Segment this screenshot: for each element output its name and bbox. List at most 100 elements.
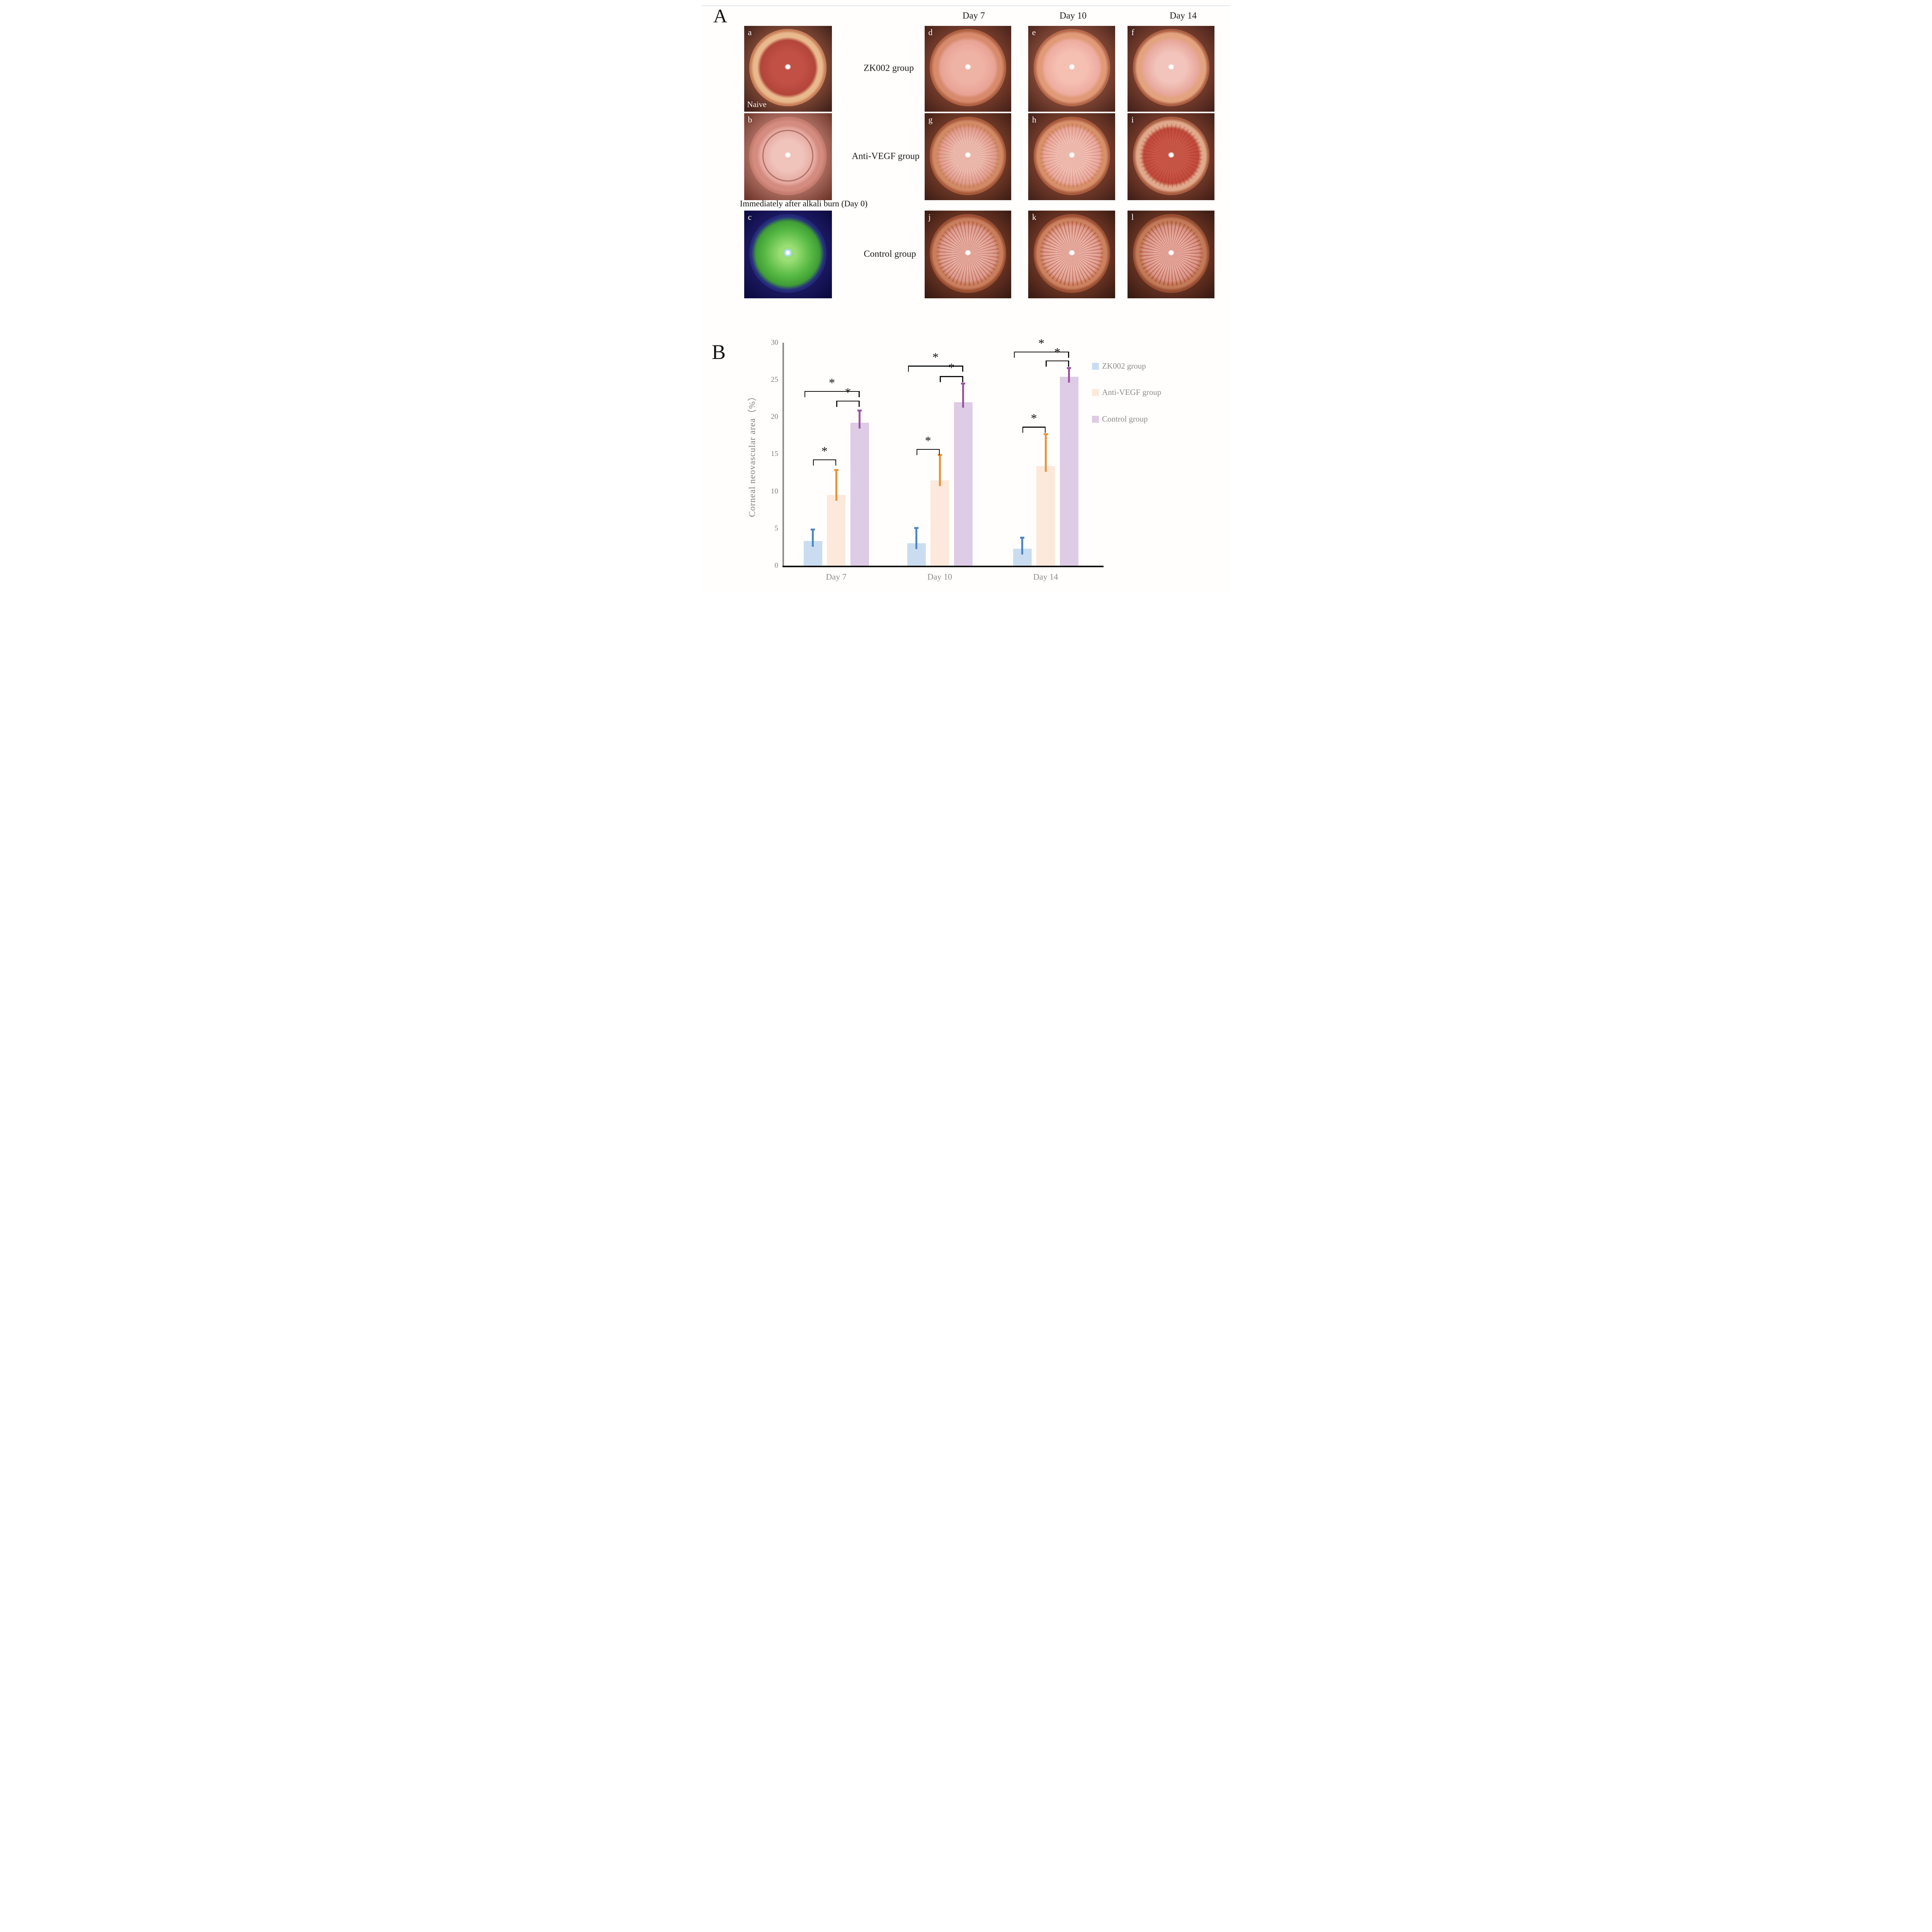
significance-bracket-5 [908, 366, 963, 367]
significance-bracket-1 [836, 400, 860, 402]
figure-page: A Day 7 Day 10 Day 14 ZK002 group Anti-V… [702, 0, 1230, 593]
specular-highlight [1068, 250, 1075, 255]
legend-swatch-zk002 [1092, 363, 1099, 370]
specular-highlight [1068, 64, 1075, 70]
error-bar-stem [1021, 538, 1023, 554]
legend-label-anti-vegf: Anti-VEGF group [1102, 388, 1162, 397]
legend-label-zk002: ZK002 group [1102, 361, 1146, 371]
significance-asterisk: * [1038, 336, 1044, 350]
error-bar-cap [834, 469, 838, 471]
specular-highlight [1168, 64, 1174, 70]
significance-bracket-7 [1046, 360, 1069, 362]
significance-bracket-8 [1014, 351, 1069, 353]
specular-highlight [785, 64, 791, 70]
significance-asterisk: * [925, 433, 931, 447]
error-bar-cap [857, 409, 862, 412]
eye-photo-l: l [1128, 211, 1214, 298]
y-tick-label-5: 5 [774, 524, 779, 532]
error-bar-cap [1020, 536, 1024, 539]
error-bar-cap [937, 454, 942, 456]
y-axis-title: Corneal neovascular area（%） [747, 391, 757, 517]
significance-asterisk: * [932, 350, 939, 364]
bracket-end-tick [1022, 427, 1023, 433]
significance-bracket-0 [813, 459, 836, 461]
bar-control-0 [850, 423, 869, 566]
cornea-orb [1133, 214, 1209, 293]
bracket-end-tick [1044, 427, 1046, 433]
x-axis-baseline [782, 566, 1104, 567]
eye-photo-g: g [924, 113, 1011, 200]
y-tick-label-30: 30 [771, 338, 778, 347]
significance-asterisk: * [1031, 411, 1037, 425]
bracket-end-tick [939, 449, 940, 455]
row-label-control-group: Control group [864, 249, 916, 259]
specular-highlight [1168, 152, 1174, 158]
column-header-day10: Day 10 [1060, 11, 1087, 21]
bracket-end-tick [859, 400, 860, 407]
error-bar-stem [812, 530, 814, 547]
significance-bracket-3 [916, 449, 940, 450]
bracket-end-tick [1046, 360, 1047, 367]
photo-letter-label: e [1032, 27, 1036, 37]
bracket-end-tick [940, 376, 941, 383]
bracket-end-tick [836, 400, 837, 407]
significance-asterisk: * [829, 375, 835, 389]
eye-photo-b: b [744, 113, 832, 200]
x-axis-label-day10: Day 10 [927, 572, 952, 582]
y-tick-label-10: 10 [771, 487, 778, 495]
y-tick-label-20: 20 [771, 413, 778, 421]
y-tick-label-25: 25 [771, 375, 778, 384]
eye-photo-e: e [1028, 26, 1115, 112]
eye-photo-k: k [1028, 211, 1115, 298]
photo-letter-label: g [928, 115, 933, 124]
error-bar-stem [939, 456, 941, 486]
error-bar-stem [962, 384, 964, 408]
significance-asterisk: * [948, 361, 955, 375]
eye-photo-i: i [1128, 113, 1214, 200]
panel-b-label: B [712, 340, 726, 364]
y-tick-label-15: 15 [771, 450, 778, 458]
specular-highlight [964, 152, 971, 158]
bar-control-1 [954, 402, 973, 566]
x-axis-label-day14: Day 14 [1033, 572, 1058, 582]
bracket-end-tick [835, 459, 836, 466]
bracket-end-tick [1068, 360, 1069, 367]
bracket-end-tick [1068, 351, 1069, 358]
error-bar-stem [1044, 435, 1047, 472]
photo-letter-label: j [928, 212, 931, 222]
y-axis-line [782, 343, 784, 567]
bracket-end-tick [962, 376, 963, 383]
bracket-end-tick [804, 391, 805, 397]
row-label-anti-vegf-group: Anti-VEGF group [852, 151, 920, 162]
bracket-end-tick [916, 449, 917, 455]
error-bar-cap [961, 383, 965, 385]
specular-highlight [964, 64, 971, 70]
significance-bracket-2 [804, 391, 860, 392]
photo-letter-label: c [748, 212, 752, 222]
eye-photo-f: f [1128, 26, 1214, 112]
photo-letter-label: k [1032, 212, 1036, 222]
photo-letter-label: a [748, 27, 752, 37]
photo-sublabel-naive: Naive [747, 99, 767, 109]
specular-highlight [964, 250, 971, 255]
significance-asterisk: * [845, 385, 851, 399]
bracket-end-tick [813, 459, 814, 466]
significance-asterisk: * [821, 444, 828, 458]
error-bar-stem [835, 471, 837, 501]
x-axis-label-day7: Day 7 [826, 572, 847, 582]
photo-letter-label: i [1131, 115, 1134, 124]
bar-control-2 [1060, 377, 1078, 566]
eye-photo-j: j [924, 211, 1011, 298]
bar-anti-vegf-2 [1036, 466, 1055, 566]
error-bar-cap [811, 528, 815, 531]
legend-swatch-anti-vegf [1092, 389, 1099, 396]
photo-letter-label: l [1131, 212, 1134, 222]
photo-letter-label: f [1131, 27, 1134, 37]
bar-anti-vegf-1 [930, 480, 949, 566]
row-label-zk002-group: ZK002 group [864, 63, 914, 73]
bar-anti-vegf-0 [827, 495, 845, 566]
column-header-day7: Day 7 [963, 11, 985, 21]
error-bar-stem [859, 411, 861, 429]
legend-swatch-control [1092, 416, 1099, 423]
eye-photo-d: d [924, 26, 1011, 112]
